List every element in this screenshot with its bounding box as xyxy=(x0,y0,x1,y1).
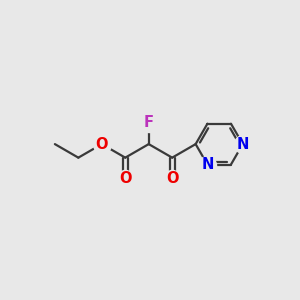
Text: O: O xyxy=(166,171,178,186)
Text: N: N xyxy=(201,157,214,172)
Text: O: O xyxy=(96,136,108,152)
Text: N: N xyxy=(237,136,249,152)
Text: F: F xyxy=(144,116,154,130)
Text: O: O xyxy=(119,171,131,186)
